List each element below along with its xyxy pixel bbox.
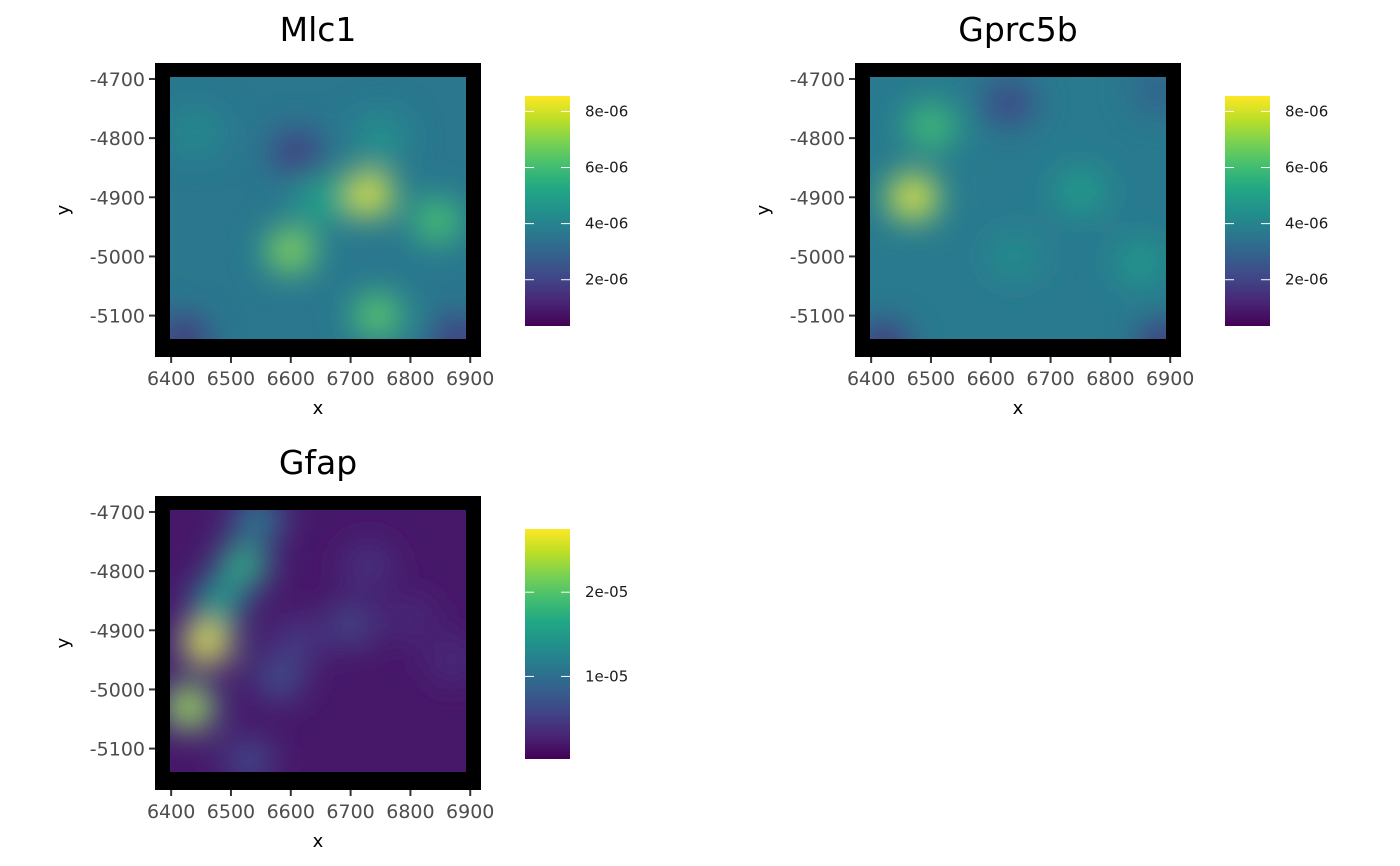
density-hotspot <box>203 583 236 619</box>
x-tick-label: 6800 <box>1086 368 1134 390</box>
density-hotspot <box>232 742 265 772</box>
density-hotspot <box>1064 173 1097 209</box>
density-hotspot <box>226 547 259 583</box>
density-hotspot <box>280 624 313 660</box>
colorbar-label: 4e-06 <box>1285 215 1328 233</box>
x-axis-title: x <box>313 398 324 419</box>
y-tick-label: -5000 <box>790 246 845 268</box>
colorbar-label: 6e-06 <box>585 159 628 177</box>
y-axis-title: y <box>753 204 774 215</box>
colorbar-label: 6e-06 <box>1285 159 1328 177</box>
colorbar-label: 2e-05 <box>585 583 628 601</box>
x-tick-label: 6700 <box>326 801 374 823</box>
y-tick-label: -4800 <box>790 128 845 150</box>
x-tick-label: 6500 <box>207 801 255 823</box>
x-tick-label: 6800 <box>386 368 434 390</box>
panel-mlc1: Mlc1 6400 6500 6600 6700 6800 6900 -4700 -4800 -4… <box>53 10 628 419</box>
y-tick-label: -4800 <box>90 561 145 583</box>
x-tick-label: 6400 <box>147 368 195 390</box>
density-hotspot <box>897 179 930 215</box>
x-tick-label: 6700 <box>1026 368 1074 390</box>
x-tick-label: 6900 <box>1146 368 1194 390</box>
y-tick-label: -5100 <box>90 306 145 328</box>
x-tick-label: 6600 <box>267 801 315 823</box>
density-hotspot <box>280 135 313 171</box>
x-tick-label: 6600 <box>267 368 315 390</box>
density-hotspot <box>998 238 1031 275</box>
x-tick-label: 6500 <box>907 368 955 390</box>
panel-title: Gfap <box>279 443 357 482</box>
y-tick-label: -4800 <box>90 128 145 150</box>
y-tick-label: -4700 <box>90 69 145 91</box>
density-hotspot <box>179 114 212 150</box>
panel-title: Mlc1 <box>280 10 357 49</box>
y-tick-label: -4900 <box>90 187 145 209</box>
density-hotspot <box>262 660 295 696</box>
heatmap-area <box>170 77 466 339</box>
y-tick-label: -4900 <box>790 187 845 209</box>
y-tick-label: -5100 <box>90 739 145 761</box>
x-tick-label: 6400 <box>847 368 895 390</box>
y-tick-label: -4700 <box>90 502 145 524</box>
density-hotspot <box>1124 244 1157 280</box>
y-tick-label: -5000 <box>90 246 145 268</box>
y-tick-label: -4700 <box>790 69 845 91</box>
density-hotspot <box>173 689 206 725</box>
colorbar-gradient <box>1225 96 1270 326</box>
x-tick-label: 6800 <box>386 801 434 823</box>
density-hotspot <box>394 600 427 637</box>
panel-title: Gprc5b <box>958 10 1077 49</box>
colorbar-label: 2e-06 <box>1285 271 1328 289</box>
colorbar-gradient <box>525 96 570 326</box>
colorbar: 2e-06 4e-06 6e-06 8e-06 <box>525 96 628 326</box>
y-axis-title: y <box>53 637 74 648</box>
density-hotspot <box>352 176 385 212</box>
colorbar-label: 8e-06 <box>1285 102 1328 120</box>
x-tick-label: 6500 <box>207 368 255 390</box>
density-hotspot <box>361 297 394 334</box>
x-tick-label: 6700 <box>326 368 374 390</box>
density-hotspot <box>1149 327 1166 339</box>
colorbar-label: 2e-06 <box>585 271 628 289</box>
heatmap-area <box>870 77 1166 339</box>
density-hotspot <box>304 182 337 218</box>
density-hotspot <box>870 327 899 339</box>
density-hotspot <box>334 606 367 642</box>
colorbar: 2e-06 4e-06 6e-06 8e-06 <box>1225 96 1328 326</box>
colorbar: 1e-05 2e-05 <box>525 529 628 759</box>
x-tick-label: 6900 <box>446 801 494 823</box>
x-tick-label: 6900 <box>446 368 494 390</box>
y-axis-title: y <box>53 204 74 215</box>
density-hotspot <box>170 321 200 339</box>
colorbar-label: 8e-06 <box>585 102 628 120</box>
panel-gfap: Gfap 6400 6500 6600 6700 6800 6900 -4700 -4800 -4… <box>53 443 628 852</box>
y-tick-label: -4900 <box>90 620 145 642</box>
density-hotspot <box>352 547 385 583</box>
density-hotspot <box>274 232 307 269</box>
y-tick-label: -5100 <box>790 306 845 328</box>
density-hotspot <box>191 624 224 660</box>
x-tick-label: 6400 <box>147 801 195 823</box>
colorbar-label: 4e-06 <box>585 215 628 233</box>
panel-gprc5b: Gprc5b 6400 6500 6600 6700 6800 6900 -4700 -4800… <box>753 10 1328 419</box>
density-hotspot <box>436 642 466 678</box>
heatmap-area <box>170 510 466 772</box>
colorbar-label: 1e-05 <box>585 667 628 685</box>
x-tick-label: 6600 <box>967 368 1015 390</box>
density-hotspot <box>1142 77 1166 109</box>
x-axis-title: x <box>313 831 324 852</box>
density-hotspot <box>914 108 947 144</box>
density-hotspot <box>241 510 274 536</box>
y-tick-label: -5000 <box>90 679 145 701</box>
density-hotspot <box>442 321 466 339</box>
x-axis-title: x <box>1013 398 1024 419</box>
density-hotspot <box>364 120 397 156</box>
density-hotspot <box>421 203 454 239</box>
colorbar-gradient <box>525 529 570 759</box>
density-hotspot <box>992 85 1025 121</box>
